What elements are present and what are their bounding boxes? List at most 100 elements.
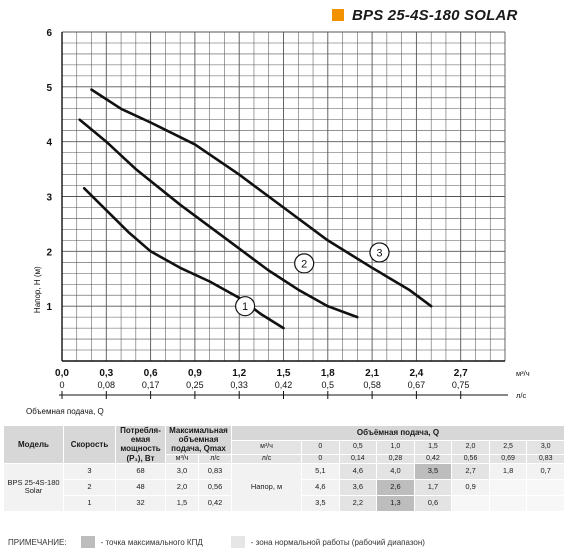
speed-value: 1 xyxy=(63,494,116,512)
x-tick-label-m3h: 2,1 xyxy=(365,368,379,379)
x-tick-label-m3h: 0,6 xyxy=(144,368,158,379)
x-tick-label-m3h: 1,5 xyxy=(277,368,291,379)
x-tick-label-m3h: 1,2 xyxy=(232,368,246,379)
x-tick-label-ls: 0,17 xyxy=(142,380,160,390)
qmax-m3h-value: 2,0 xyxy=(165,478,199,496)
curve-label-1: 1 xyxy=(242,301,248,313)
head-value xyxy=(526,478,565,496)
x-tick-label-ls: 0,42 xyxy=(275,380,293,390)
flow-ls-value: 0,56 xyxy=(451,453,490,464)
speed-value: 3 xyxy=(63,462,116,480)
flow-m3h-value: 3,0 xyxy=(526,440,565,455)
header-flow: Объёмная подача, Q xyxy=(231,424,565,442)
flow-m3h-value: 2,0 xyxy=(451,440,490,455)
y-axis-label: Напор, H (м) xyxy=(33,266,42,313)
head-value: 0,7 xyxy=(526,462,565,480)
table-row: BPS 25-4S-180 Solar 3 68 3,0 0,83 Напор, м 5,1… xyxy=(3,462,565,512)
head-value: 3,6 xyxy=(338,478,378,496)
head-value: 4,0 xyxy=(376,462,415,480)
head-value xyxy=(488,478,528,496)
power-value: 48 xyxy=(115,478,166,496)
x-tick-label-m3h: 2,7 xyxy=(454,368,468,379)
head-value: 5,1 xyxy=(301,462,340,480)
y-tick-label: 6 xyxy=(46,28,52,39)
curve-label-circle-1 xyxy=(235,296,256,317)
flow-m3h-value: 2,5 xyxy=(488,440,528,455)
head-value: 1,7 xyxy=(413,478,453,496)
chart-title: BPS 25-4S-180 SOLAR xyxy=(332,5,518,25)
flow-ls-value: 0,42 xyxy=(413,453,453,464)
head-value: 0,9 xyxy=(451,478,490,496)
head-value: 0,6 xyxy=(413,494,453,512)
flow-ls-value: 0,69 xyxy=(488,453,528,464)
x-tick-label-m3h: 1,8 xyxy=(321,368,335,379)
legend-note: ПРИМЕЧАНИЕ: - точка максимального КПД - … xyxy=(8,535,425,549)
grid xyxy=(61,31,506,362)
speed-value: 2 xyxy=(63,478,116,496)
x-tick-label-ls: 0,5 xyxy=(322,380,335,390)
head-value: 4,6 xyxy=(338,462,378,480)
qmax-m3h-value: 1,5 xyxy=(165,494,199,512)
head-value xyxy=(526,494,565,512)
y-tick-label: 4 xyxy=(46,138,52,149)
y-tick-label: 3 xyxy=(46,193,52,204)
table-row: 2 48 2,0 0,56 4,6 3,6 2,6 1,7 0,9 xyxy=(4,478,565,496)
x-tick-label-m3h: 0,9 xyxy=(188,368,202,379)
flow-ls-value: 0,14 xyxy=(338,453,378,464)
head-value: 2,6 xyxy=(376,478,415,496)
x-axis-label: Объемная подача, Q xyxy=(26,407,104,416)
note-zone-text: - зона нормальной работы (рабочий диапаз… xyxy=(250,537,425,547)
head-value xyxy=(488,494,528,512)
header-power: Потребля-емая мощность (P₁), Вт xyxy=(115,425,166,464)
title-swatch xyxy=(332,9,344,21)
flow-ls-value: 0 xyxy=(301,453,340,464)
model-name: BPS 25-4S-180 Solar xyxy=(3,462,64,512)
x-tick-label-m3h: 0,0 xyxy=(55,368,69,379)
head-value: 1,3 xyxy=(376,494,415,512)
x-tick-label-ls: 0,33 xyxy=(230,380,248,390)
x-tick-label-ls: 0,08 xyxy=(98,380,116,390)
unit-ls: л/с xyxy=(231,453,302,464)
x-tick-label-ls: 0,75 xyxy=(452,380,470,390)
qmax-m3h-value: 3,0 xyxy=(165,462,199,480)
working-zone-swatch xyxy=(230,536,245,548)
header-qmax: Максимальная объемная подача, Qmax xyxy=(165,425,232,455)
head-value: 2,7 xyxy=(451,462,490,480)
curve-label-circle-2 xyxy=(294,253,315,274)
flow-ls-value: 0,83 xyxy=(526,453,565,464)
x-tick-label-ls: 0,67 xyxy=(408,380,426,390)
pump-curve-chart: 1 2 3 4 5 6 0,0 0,3 0,6 0,9 1,2 1,5 1,8 2,1 2,4 2,7 м³/ч… xyxy=(26,28,530,416)
x-tick-label-m3h: 0,3 xyxy=(99,368,113,379)
header-speed: Скорость xyxy=(63,425,116,464)
performance-table: Модель Скорость Потребля-емая мощность (… xyxy=(3,424,565,512)
flow-ls-row: м³/ч л/с л/с 0 0,14 0,28 0,42 0,56 0,69 0,83 xyxy=(4,453,565,464)
y-tick-label: 1 xyxy=(46,302,52,313)
head-value: 3,5 xyxy=(301,494,340,512)
head-value xyxy=(451,494,490,512)
head-value: 2,2 xyxy=(338,494,378,512)
flow-m3h-value: 1,0 xyxy=(376,440,415,455)
qmax-ls-value: 0,83 xyxy=(198,462,232,480)
y-tick-label: 5 xyxy=(46,83,52,94)
header-model: Модель xyxy=(3,425,64,464)
head-value: 4,6 xyxy=(301,478,340,496)
power-value: 68 xyxy=(115,462,166,480)
head-value: 3,5 xyxy=(413,462,453,480)
x-tick-label-m3h: 2,4 xyxy=(409,368,423,379)
x-tick-label-ls: 0,25 xyxy=(186,380,204,390)
note-label: ПРИМЕЧАНИЕ: xyxy=(8,537,67,547)
curve-speed-2 xyxy=(78,118,359,319)
flow-ls-value: 0,28 xyxy=(376,453,415,464)
curve-label-circle-3 xyxy=(369,242,390,263)
qmax-unit-m3h: м³/ч xyxy=(165,453,199,464)
table-row: 1 32 1,5 0,42 3,5 2,2 1,3 0,6 xyxy=(4,494,565,512)
x-unit-m3h: м³/ч xyxy=(516,369,530,378)
flow-m3h-value: 0 xyxy=(301,440,340,455)
qmax-ls-value: 0,42 xyxy=(198,494,232,512)
flow-m3h-value: 1,5 xyxy=(413,440,453,455)
power-value: 32 xyxy=(115,494,166,512)
x-tick-label-ls: 0,58 xyxy=(363,380,381,390)
head-label: Напор, м xyxy=(231,462,302,512)
chart-title-text: BPS 25-4S-180 SOLAR xyxy=(352,6,518,24)
qmax-unit-ls: л/с xyxy=(198,453,232,464)
